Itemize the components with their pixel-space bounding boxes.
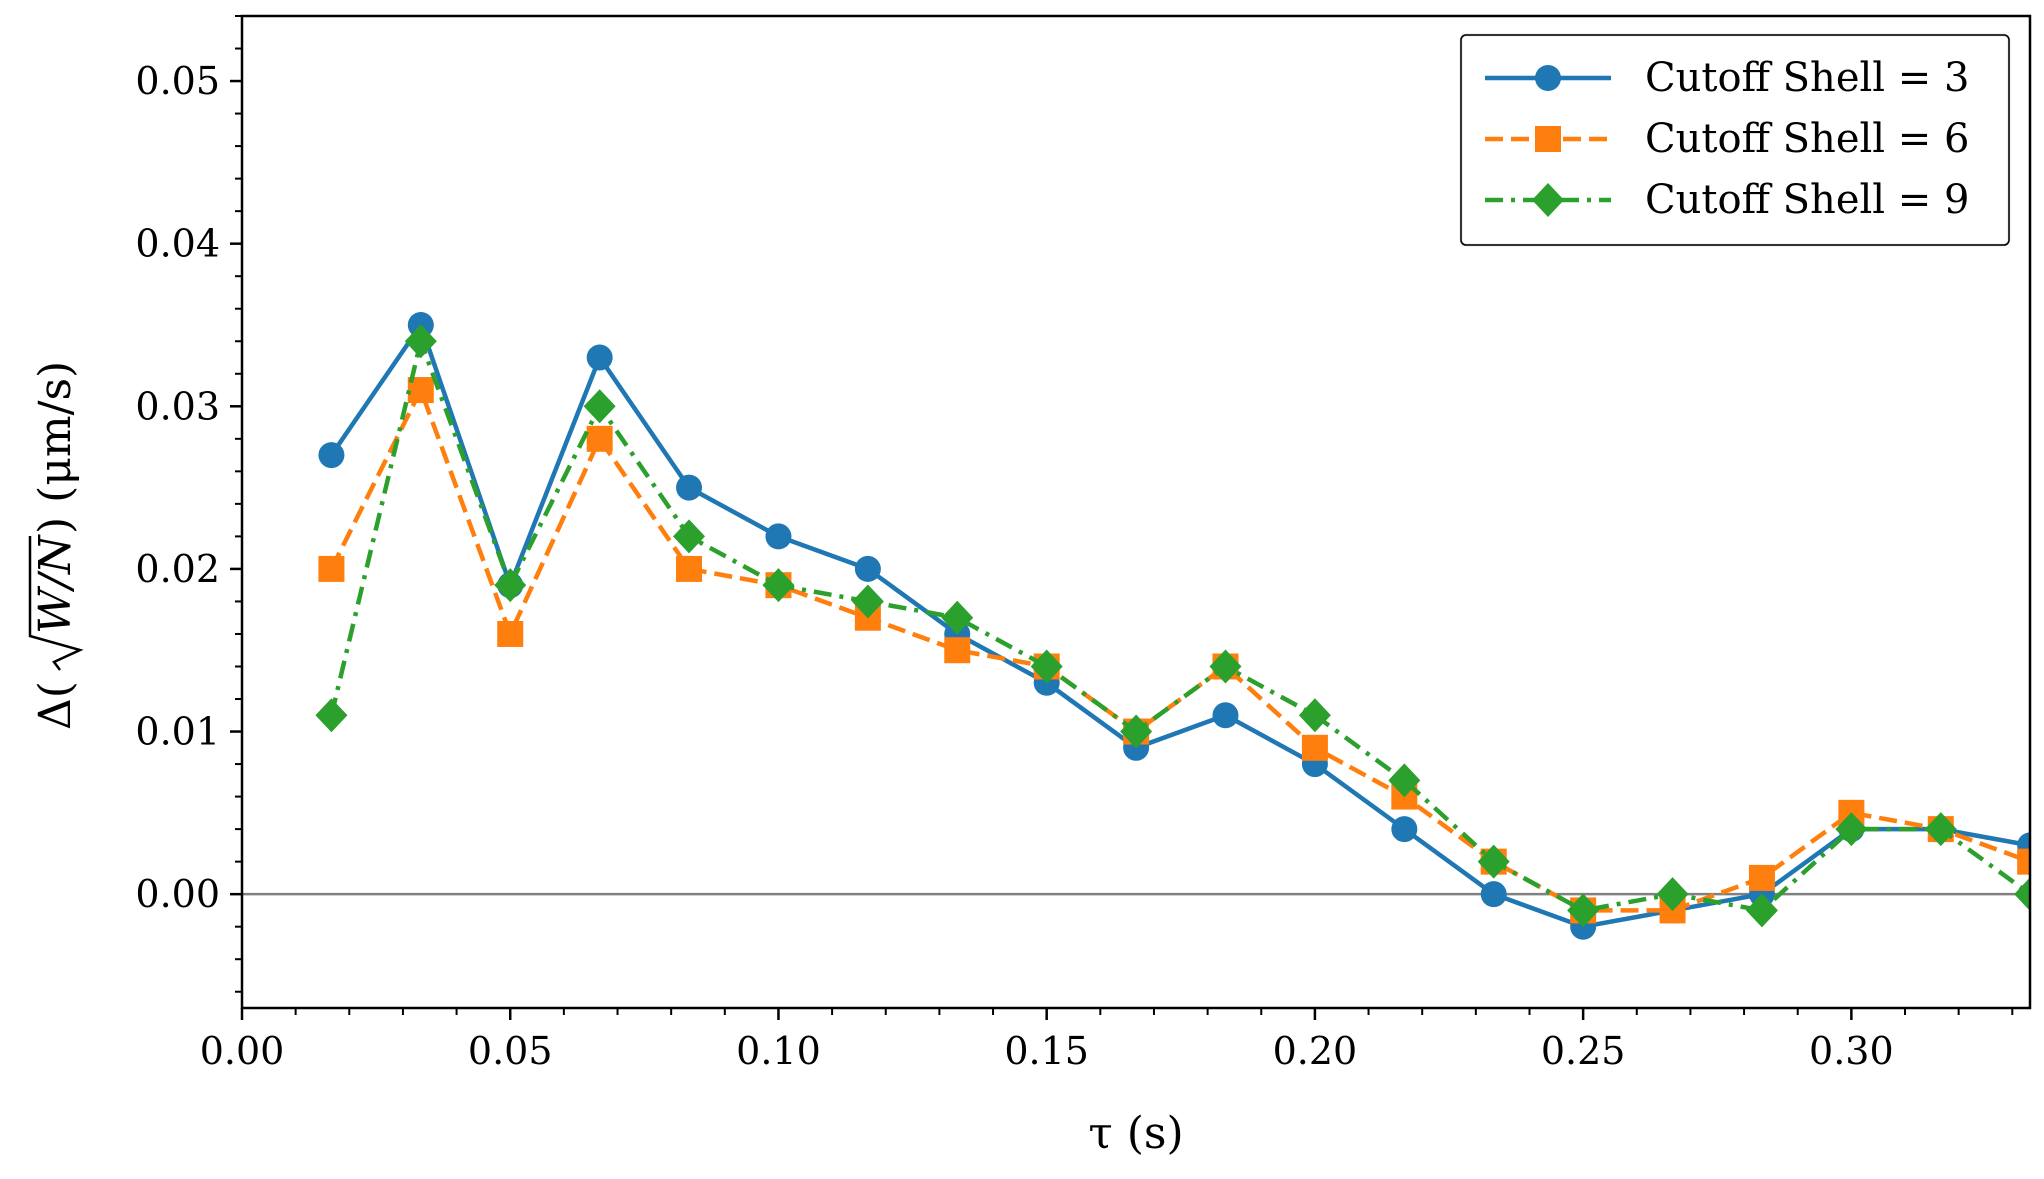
data-point	[944, 637, 971, 664]
data-point	[586, 425, 613, 452]
data-point	[1209, 649, 1242, 684]
y-tick-label: 0.02	[135, 547, 220, 591]
data-point	[1656, 877, 1689, 912]
y-tick-label: 0.03	[135, 384, 220, 428]
y-tick-label: 0.00	[135, 872, 220, 916]
series-layer	[315, 311, 2030, 940]
data-point	[765, 523, 792, 550]
data-point	[2017, 848, 2030, 875]
data-point	[1298, 698, 1331, 733]
legend-item-3: Cutoff Shell = 9	[1485, 177, 1969, 223]
y-tick-label: 0.04	[135, 222, 220, 266]
y-axis-label-variable: W/N	[30, 534, 81, 634]
series-3	[315, 324, 2030, 928]
legend-item-1: Cutoff Shell = 3	[1485, 55, 1969, 101]
data-point	[762, 568, 795, 603]
x-tick-label: 0.05	[468, 1029, 553, 1073]
data-point	[318, 442, 345, 469]
data-point	[1477, 844, 1510, 879]
data-point	[1120, 714, 1153, 749]
legend-label: Cutoff Shell = 9	[1645, 177, 1969, 223]
data-point	[676, 474, 703, 501]
legend: Cutoff Shell = 3 Cutoff Shell = 6 Cutoff S…	[1459, 33, 2011, 247]
data-point	[941, 600, 974, 635]
x-tick-label: 0.30	[1809, 1029, 1894, 1073]
series-line-1	[329, 322, 2030, 929]
data-point	[1480, 881, 1507, 908]
data-point	[1388, 763, 1421, 798]
data-point	[1745, 893, 1778, 928]
x-tick-label: 0.25	[1541, 1029, 1626, 1073]
plot-frame	[240, 14, 2032, 1010]
legend-marker	[1532, 183, 1564, 217]
data-point	[1567, 893, 1600, 928]
y-axis: 0.00 0.01 0.02 0.03 0.04 0.05	[135, 15, 242, 993]
data-point	[1391, 816, 1418, 843]
data-point	[673, 519, 706, 554]
data-point	[851, 584, 884, 619]
series-line-2	[329, 387, 2030, 913]
y-axis-label: Δ( W/N ) (μm/s)	[28, 361, 84, 730]
legend-label: Cutoff Shell = 6	[1645, 116, 1969, 162]
data-point	[1748, 864, 1775, 891]
data-point	[1301, 734, 1328, 761]
data-point	[318, 555, 345, 582]
x-tick-label: 0.10	[736, 1029, 821, 1073]
series-1	[318, 311, 2030, 940]
x-axis: 0.00 0.05 0.10 0.15 0.20 0.25 0.30	[200, 1008, 2014, 1073]
data-point	[497, 620, 524, 647]
data-point	[1835, 812, 1868, 847]
legend-marker	[1535, 126, 1561, 152]
data-point	[2014, 877, 2030, 911]
x-tick-label: 0.15	[1004, 1029, 1089, 1073]
x-axis-label: τ (s)	[1088, 1108, 1183, 1159]
data-point	[315, 698, 348, 733]
x-tick-label: 0.20	[1273, 1029, 1358, 1073]
data-point	[494, 568, 527, 603]
data-point	[676, 555, 703, 582]
y-axis-label-suffix: ) (μm/s)	[30, 361, 81, 534]
x-tick-label: 0.00	[200, 1029, 285, 1073]
data-point	[1212, 702, 1239, 729]
y-tick-label: 0.01	[135, 710, 220, 754]
legend-marker	[1535, 65, 1561, 91]
series-line-3	[329, 338, 2030, 913]
series-2	[318, 377, 2030, 924]
sqrt-sign	[28, 536, 84, 671]
legend-items: Cutoff Shell = 3 Cutoff Shell = 6 Cutoff S…	[1485, 55, 1969, 223]
data-point	[586, 344, 613, 371]
data-point	[583, 389, 616, 424]
legend-item-2: Cutoff Shell = 6	[1485, 116, 1969, 162]
data-point	[404, 324, 437, 359]
data-point	[1030, 649, 1063, 684]
y-tick-label: 0.05	[135, 59, 220, 103]
data-point	[854, 555, 881, 582]
y-axis-label-prefix: Δ(	[30, 681, 81, 730]
data-point	[1924, 812, 1957, 847]
legend-label: Cutoff Shell = 3	[1645, 55, 1969, 101]
